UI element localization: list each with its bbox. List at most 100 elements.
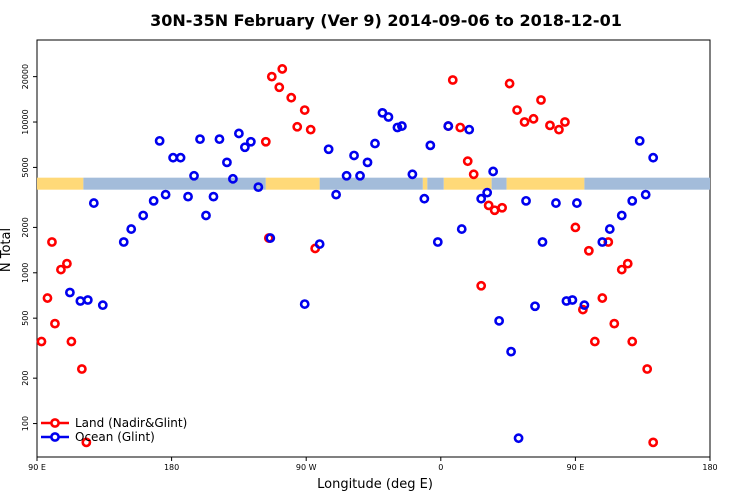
band-segment-ocean [83, 177, 266, 190]
point-ocean [476, 193, 487, 204]
y-axis: 100 200 500 1000 2000 5000 10000 20000 [21, 64, 37, 431]
point-ocean [253, 182, 264, 193]
point-land [286, 92, 297, 103]
point-ocean [407, 169, 418, 180]
point-ocean [160, 189, 171, 200]
point-ocean [392, 122, 403, 133]
data-points [36, 64, 659, 448]
point-ocean [214, 134, 225, 145]
point-ocean [201, 210, 211, 221]
plot-frame [36, 39, 711, 458]
point-ocean [82, 295, 93, 305]
legend: Land (Nadir&Glint)Ocean (Glint) [41, 416, 187, 444]
point-land [512, 105, 522, 115]
x-tick-label: 90 E [567, 463, 585, 472]
point-ocean [138, 210, 149, 221]
point-ocean [383, 112, 394, 122]
point-ocean [634, 135, 645, 146]
point-ocean [314, 239, 325, 249]
point-ocean [432, 237, 443, 247]
point-land [497, 202, 508, 213]
point-land [570, 222, 581, 233]
point-ocean [494, 315, 505, 326]
point-land [589, 336, 600, 347]
point-ocean [222, 157, 232, 168]
point-land [62, 258, 72, 269]
point-land [260, 136, 271, 147]
point-ocean [513, 433, 524, 444]
point-land [455, 122, 466, 133]
point-ocean [616, 210, 627, 221]
point-ocean [355, 170, 365, 181]
point-land [56, 264, 66, 275]
band-segment-land [265, 177, 320, 190]
point-ocean [456, 224, 467, 234]
point-land [476, 280, 487, 291]
point-ocean [627, 195, 638, 206]
point-ocean [341, 170, 352, 181]
point-land [42, 293, 53, 303]
point-land [583, 245, 594, 256]
point-ocean [208, 191, 219, 202]
point-land [50, 318, 60, 329]
point-land [299, 105, 310, 115]
point-ocean [604, 224, 615, 234]
band-segment-land [37, 177, 84, 190]
point-land [504, 78, 515, 89]
point-ocean [362, 157, 373, 168]
band-segment-ocean [584, 177, 710, 190]
point-land [277, 64, 288, 74]
y-tick-label: 200 [21, 371, 30, 386]
point-ocean [597, 237, 608, 247]
point-ocean [419, 193, 430, 204]
legend-marker-land [50, 418, 60, 428]
point-land [468, 169, 479, 180]
y-tick-label: 500 [21, 311, 30, 326]
point-land [483, 200, 494, 211]
point-land [447, 75, 458, 85]
point-ocean [175, 152, 186, 163]
point-land [305, 124, 316, 135]
y-tick-label: 10000 [21, 109, 30, 134]
point-ocean [370, 138, 380, 149]
band-segment-land [443, 177, 492, 190]
x-axis-label: Longitude (deg E) [317, 477, 433, 492]
legend-marker-ocean [50, 432, 60, 442]
point-ocean [488, 166, 499, 177]
point-ocean [148, 195, 159, 206]
point-ocean [265, 233, 276, 243]
band-segment-ocean [319, 177, 423, 190]
point-ocean [126, 224, 137, 234]
point-ocean [245, 136, 256, 147]
point-ocean [228, 173, 238, 184]
point-land [627, 336, 638, 347]
y-tick-label: 20000 [21, 64, 30, 89]
point-ocean [571, 198, 582, 208]
point-ocean [551, 198, 561, 208]
point-ocean [154, 135, 165, 146]
point-ocean [506, 346, 516, 357]
point-ocean [233, 128, 244, 139]
point-land [66, 336, 77, 347]
point-ocean [482, 187, 493, 198]
point-ocean [579, 300, 590, 311]
point-ocean [648, 152, 659, 163]
point-land [76, 364, 87, 374]
point-land [462, 156, 473, 167]
y-tick-label: 1000 [21, 263, 30, 283]
point-ocean [168, 152, 178, 163]
legend-label-ocean: Ocean (Glint) [75, 430, 155, 444]
point-land [274, 82, 285, 93]
point-ocean [537, 237, 548, 247]
point-ocean [299, 299, 310, 309]
region-band [37, 177, 710, 190]
point-land [47, 237, 57, 247]
point-ocean [239, 142, 250, 153]
legend-label-land: Land (Nadir&Glint) [75, 416, 187, 430]
point-ocean [349, 150, 359, 161]
band-segment-land [422, 177, 428, 190]
point-ocean [97, 300, 108, 311]
point-land [577, 304, 588, 315]
point-land [554, 124, 564, 135]
point-ocean [75, 296, 86, 306]
